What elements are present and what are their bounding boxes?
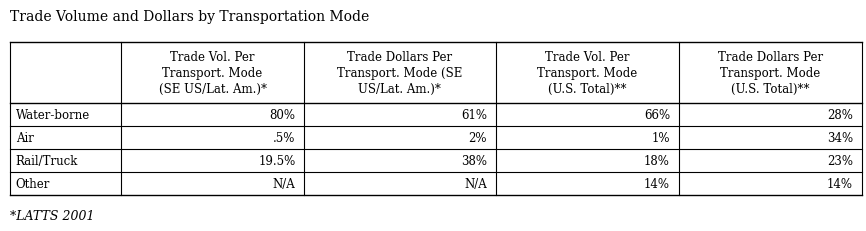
Text: Trade Dollars Per
Transport. Mode
(U.S. Total)**: Trade Dollars Per Transport. Mode (U.S. … [718,51,823,96]
Text: Water-borne: Water-borne [16,109,90,122]
Text: Air: Air [16,131,34,145]
Text: 2%: 2% [469,131,487,145]
Text: .5%: .5% [273,131,295,145]
Text: 14%: 14% [644,177,670,190]
Text: 66%: 66% [643,109,670,122]
Text: 38%: 38% [461,154,487,167]
Text: 34%: 34% [827,131,853,145]
Text: N/A: N/A [273,177,295,190]
Text: 61%: 61% [461,109,487,122]
Text: 19.5%: 19.5% [258,154,295,167]
Text: Other: Other [16,177,50,190]
Text: 18%: 18% [644,154,670,167]
Text: 1%: 1% [651,131,670,145]
Text: Trade Vol. Per
Transport. Mode
(SE US/Lat. Am.)*: Trade Vol. Per Transport. Mode (SE US/La… [158,51,267,96]
Text: *LATTS 2001: *LATTS 2001 [10,210,95,222]
Text: Trade Vol. Per
Transport. Mode
(U.S. Total)**: Trade Vol. Per Transport. Mode (U.S. Tot… [537,51,637,96]
Text: 23%: 23% [827,154,853,167]
Text: Trade Volume and Dollars by Transportation Mode: Trade Volume and Dollars by Transportati… [10,10,370,24]
Text: 14%: 14% [827,177,853,190]
Text: N/A: N/A [464,177,487,190]
Text: Trade Dollars Per
Transport. Mode (SE
US/Lat. Am.)*: Trade Dollars Per Transport. Mode (SE US… [337,51,462,96]
Text: 80%: 80% [269,109,295,122]
Text: Rail/Truck: Rail/Truck [16,154,78,167]
Text: 28%: 28% [827,109,853,122]
